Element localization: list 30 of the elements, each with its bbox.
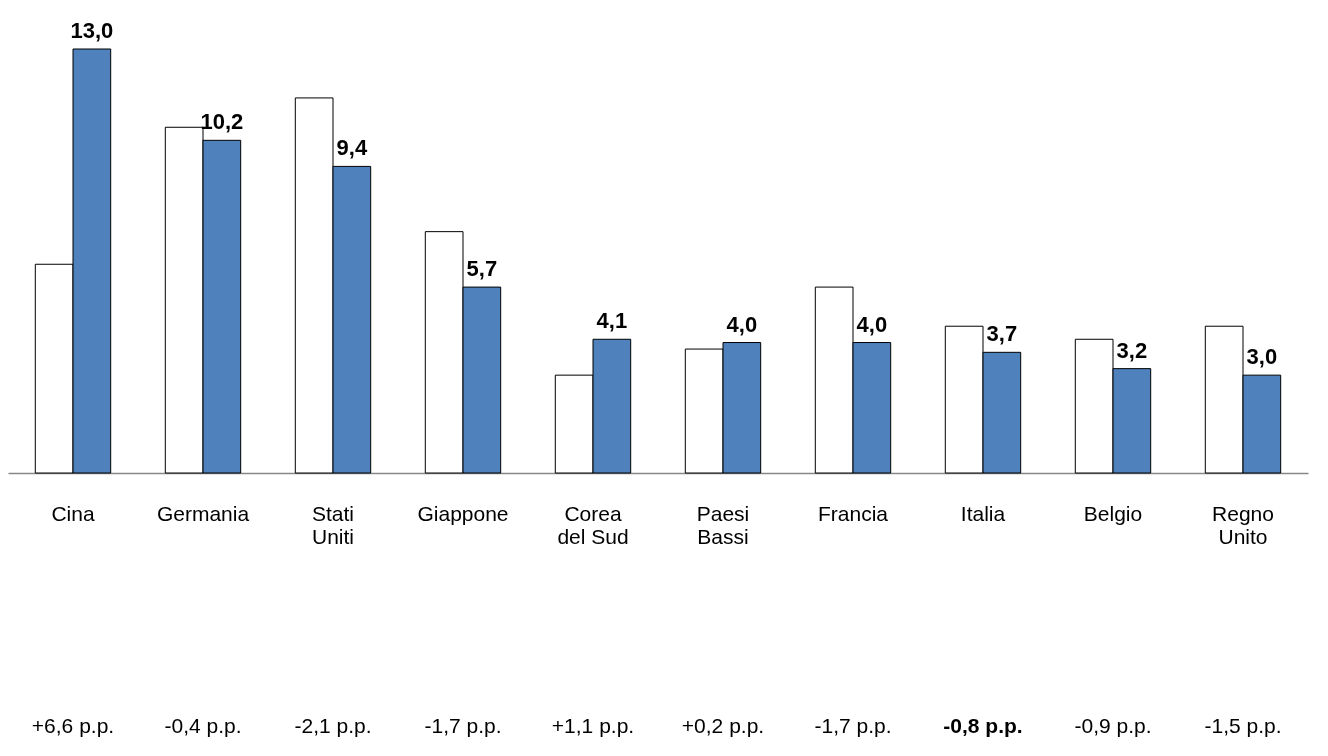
data-label: 3,2 xyxy=(1116,337,1148,363)
text: -0,8 p.p. xyxy=(943,714,1023,737)
x-tick-label: Belgio xyxy=(1083,501,1143,525)
text: +1,1 p.p. xyxy=(551,714,635,737)
x-tick-label: Giappone xyxy=(417,501,509,525)
x-tick-label: Italia xyxy=(960,501,1006,525)
text: -1,5 p.p. xyxy=(1204,714,1282,737)
text: +0,2 p.p. xyxy=(681,714,765,737)
x-tick-label: Corea del Sud xyxy=(557,501,629,548)
x-tick-label: Germania xyxy=(156,501,250,525)
x-tick-label: Francia xyxy=(817,501,889,525)
text: -1,7 p.p. xyxy=(424,714,502,737)
data-label: 9,4 xyxy=(336,135,368,161)
data-label: 3,7 xyxy=(986,321,1018,347)
text: -0,9 p.p. xyxy=(1074,714,1152,737)
x-tick-label: Cina xyxy=(51,501,95,525)
x-tick-label: Stati Uniti xyxy=(311,501,355,548)
data-label: 5,7 xyxy=(466,256,498,282)
data-label: 10,2 xyxy=(200,109,244,135)
data-label: 4,1 xyxy=(596,308,628,334)
x-tick-label: Paesi Bassi xyxy=(696,501,750,548)
data-label: 13,0 xyxy=(70,18,114,43)
data-label: 4,0 xyxy=(856,311,888,337)
data-label: 4,0 xyxy=(726,311,758,337)
text: +6,6 p.p. xyxy=(31,714,115,737)
data-label: 3,0 xyxy=(1246,344,1278,370)
text: -0,4 p.p. xyxy=(164,714,242,737)
x-tick-label: Regno Unito xyxy=(1212,501,1274,548)
text: -1,7 p.p. xyxy=(814,714,892,737)
text: -2,1 p.p. xyxy=(294,714,372,737)
